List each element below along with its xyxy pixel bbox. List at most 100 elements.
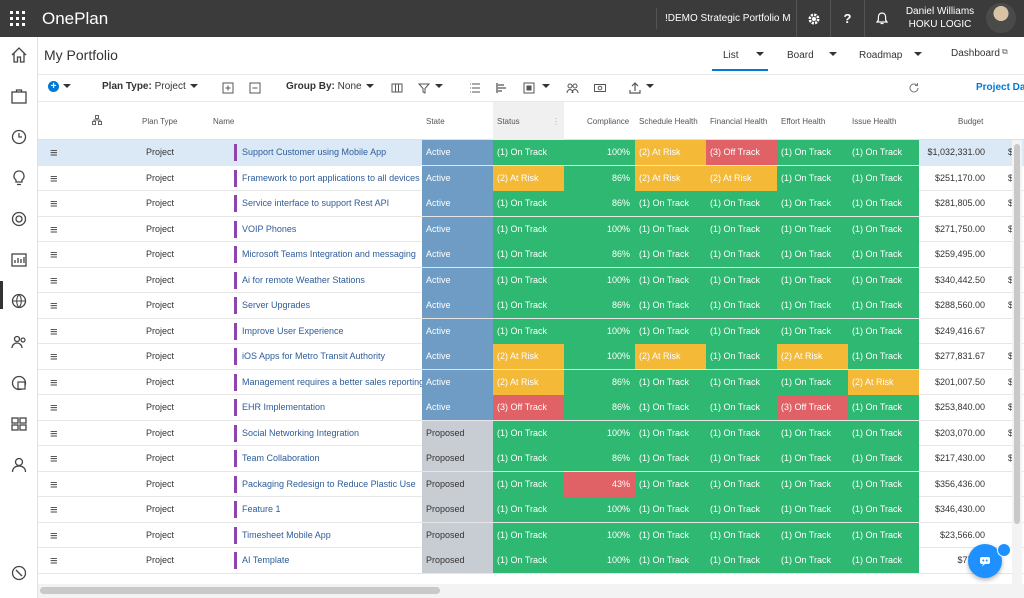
col-header-status[interactable]: Status [497,117,520,126]
project-name-link[interactable]: Service interface to support Rest API [234,195,422,212]
project-name-link[interactable]: iOS Apps for Metro Transit Authority [234,348,422,365]
row-menu-icon[interactable]: ≡ [50,425,58,441]
row-menu-icon[interactable]: ≡ [50,323,58,339]
table-row[interactable]: ≡ Project Framework to port applications t… [38,165,1024,191]
organization-icon[interactable] [9,414,29,434]
col-header-compliance[interactable]: Compliance [587,117,630,126]
avatar[interactable] [986,3,1016,33]
tab-list[interactable]: List [723,50,739,61]
col-header-name[interactable]: Name [213,117,235,126]
col-header-issue-health[interactable]: Issue Health [852,117,897,126]
bar-align-icon[interactable] [495,81,509,95]
expand-all-icon[interactable] [221,81,235,95]
timesheet-clock-icon[interactable] [9,127,29,147]
project-name-link[interactable]: Feature 1 [234,501,422,518]
views-grid-icon[interactable] [522,81,536,95]
columns-icon[interactable] [390,81,404,95]
row-menu-icon[interactable]: ≡ [50,145,58,160]
col-header-state[interactable]: State [426,117,445,126]
project-name-link[interactable]: Packaging Redesign to Reduce Plastic Use [234,475,422,493]
vertical-scroll-thumb[interactable] [1014,144,1020,524]
vertical-scrollbar[interactable] [1012,140,1022,584]
open-external-icon[interactable]: ⧉ [1002,47,1008,56]
resource-team-icon[interactable] [565,81,579,95]
hierarchy-icon[interactable] [92,115,102,127]
col-header-schedule-health[interactable]: Schedule Health [639,117,698,126]
col-header-plan-type[interactable]: Plan Type [142,117,178,126]
globe-icon[interactable] [9,291,29,311]
sort-list-icon[interactable] [468,81,482,95]
project-name-link[interactable]: Framework to port applications to all de… [234,169,422,187]
table-row[interactable]: ≡ Project EHR Implementation Active (3) Off … [38,395,1024,421]
row-menu-icon[interactable]: ≡ [50,553,58,568]
table-row[interactable]: ≡ Project Management requires a better sal… [38,369,1024,395]
power-toggle-icon[interactable] [997,543,1011,557]
goals-target-icon[interactable] [9,209,29,229]
group-by-selector[interactable]: Group By: None [286,81,374,92]
notification-bell-icon[interactable] [864,0,898,37]
row-menu-icon[interactable]: ≡ [50,272,58,288]
table-row[interactable]: ≡ Project Support Customer using Mobile Ap… [38,140,1024,166]
settings-gear-icon[interactable] [796,0,830,37]
financials-icon[interactable] [593,81,607,95]
row-menu-icon[interactable]: ≡ [50,374,58,390]
user-info[interactable]: Daniel Williams HOKU LOGIC [898,5,982,31]
plan-type-filter[interactable]: Plan Type: Project [102,81,198,92]
col-header-effort-health[interactable]: Effort Health [781,117,826,126]
project-name-link[interactable]: AI Template [234,552,422,569]
collapse-all-icon[interactable] [248,81,262,95]
tab-roadmap-dropdown[interactable] [910,49,922,60]
tab-board[interactable]: Board [787,50,814,61]
views-dropdown[interactable] [538,81,550,92]
table-row[interactable]: ≡ Project Improve User Experience Active (1)… [38,318,1024,344]
help-icon[interactable]: ? [830,0,864,37]
row-menu-icon[interactable]: ≡ [50,247,58,262]
project-name-link[interactable]: Social Networking Integration [234,424,422,442]
row-menu-icon[interactable]: ≡ [50,298,58,313]
project-selector[interactable]: !DEMO Strategic Portfolio M [656,8,792,29]
project-name-link[interactable]: VOIP Phones [234,220,422,238]
row-menu-icon[interactable]: ≡ [50,502,58,517]
project-name-link[interactable]: Server Upgrades [234,297,422,314]
project-name-link[interactable]: Ai for remote Weather Stations [234,271,422,289]
table-row[interactable]: ≡ Project Team Collaboration Proposed (1) On… [38,446,1024,472]
user-profile-icon[interactable] [9,455,29,475]
filter-dropdown[interactable] [431,81,443,92]
project-name-link[interactable]: EHR Implementation [234,399,422,416]
tab-dashboard[interactable]: Dashboard [951,48,1000,59]
row-menu-icon[interactable]: ≡ [50,400,58,415]
table-row[interactable]: ≡ Project Social Networking Integration Pro… [38,420,1024,446]
work-settings-icon[interactable] [9,373,29,393]
row-menu-icon[interactable]: ≡ [50,170,58,186]
project-name-link[interactable]: Management requires a better sales repor… [234,373,422,391]
ideas-lightbulb-icon[interactable] [9,168,29,188]
col-header-financial-health[interactable]: Financial Health [710,117,768,126]
tab-roadmap[interactable]: Roadmap [859,50,903,61]
project-name-link[interactable]: Team Collaboration [234,450,422,467]
add-item-button[interactable]: + [48,81,71,92]
col-header-budget[interactable]: Budget [958,117,984,126]
briefcase-icon[interactable] [9,86,29,106]
table-row[interactable]: ≡ Project VOIP Phones Active (1) On Track 100… [38,216,1024,242]
horizontal-scrollbar[interactable] [38,584,1024,598]
refresh-icon[interactable] [907,81,921,95]
project-name-link[interactable]: Microsoft Teams Integration and messagin… [234,246,422,263]
table-row[interactable]: ≡ Project Feature 1 Proposed (1) On Track 100… [38,497,1024,523]
resources-people-icon[interactable] [9,332,29,352]
home-icon[interactable] [9,45,29,65]
table-row[interactable]: ≡ Project AI Template Proposed (1) On Track 1… [38,548,1024,574]
table-row[interactable]: ≡ Project Microsoft Teams Integration and … [38,242,1024,268]
export-dropdown[interactable] [642,81,654,92]
row-menu-icon[interactable]: ≡ [50,527,58,543]
table-row[interactable]: ≡ Project Ai for remote Weather Stations Ac… [38,267,1024,293]
row-menu-icon[interactable]: ≡ [50,221,58,237]
export-icon[interactable] [628,81,642,95]
table-row[interactable]: ≡ Project Timesheet Mobile App Proposed (1) … [38,522,1024,548]
project-data-menu[interactable]: Project Data [976,82,1024,93]
row-menu-icon[interactable]: ≡ [50,476,58,492]
table-row[interactable]: ≡ Project iOS Apps for Metro Transit Autho… [38,344,1024,370]
table-row[interactable]: ≡ Project Packaging Redesign to Reduce Pla… [38,471,1024,497]
filter-icon[interactable] [417,81,431,95]
app-launcher-icon[interactable] [10,11,25,26]
tab-board-dropdown[interactable] [825,49,837,60]
